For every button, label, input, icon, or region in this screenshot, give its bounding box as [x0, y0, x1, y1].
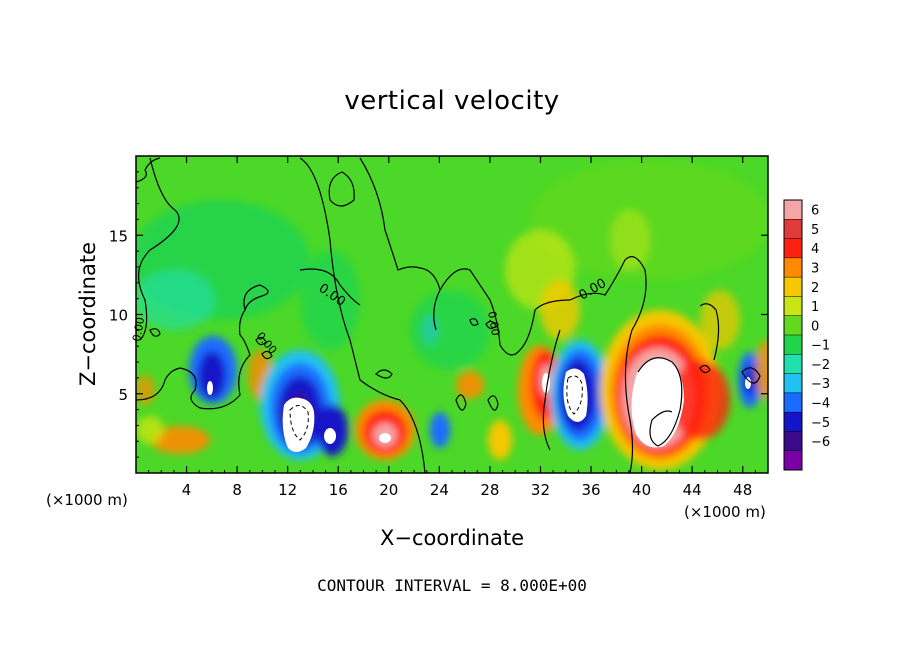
- colorbar-label: −3: [811, 377, 830, 392]
- x-tick-label: 16: [329, 481, 348, 499]
- colorbar-swatch: [784, 450, 802, 471]
- x-tick-label: 48: [733, 481, 752, 499]
- colorbar-label: −2: [811, 358, 830, 373]
- x-tick-label: 44: [683, 481, 702, 499]
- colorbar-swatch: [784, 431, 802, 452]
- x-tick-label: 28: [480, 481, 499, 499]
- y-axis-label: Z−coordinate: [76, 242, 100, 386]
- colorbar-label: 3: [811, 262, 819, 277]
- y-tick-label: 10: [109, 307, 128, 325]
- colorbar-label: −1: [811, 339, 830, 354]
- colorbar-label: 1: [811, 300, 819, 315]
- x-tick-label: 24: [430, 481, 449, 499]
- x-tick-label: 36: [581, 481, 600, 499]
- colorbar: 6 5 4 3 2 1 0 −1 −2 −3 −4 −5 −6: [783, 199, 830, 471]
- colorbar-swatch: [784, 277, 802, 297]
- extreme-zones: [207, 357, 751, 452]
- y-tick-label: 15: [109, 227, 128, 245]
- x-tick-label: 40: [632, 481, 651, 499]
- colorbar-swatch: [784, 354, 802, 375]
- colorbar-swatch: [784, 315, 802, 336]
- velocity-field: [136, 160, 768, 470]
- x-unit-label-left: (×1000 m): [46, 491, 128, 509]
- colorbar-label: 6: [811, 204, 819, 219]
- colorbar-swatch: [784, 296, 802, 317]
- contour-label: 0.00: [130, 316, 147, 342]
- colorbar-label: −4: [811, 397, 830, 412]
- zero-contours: [136, 157, 761, 473]
- x-axis-label: X−coordinate: [380, 526, 524, 550]
- colorbar-label: −6: [811, 435, 830, 450]
- y-axis-ticks: 5 10 15: [109, 171, 768, 458]
- colorbar-label: −5: [811, 416, 830, 431]
- colorbar-swatch: [784, 200, 802, 220]
- contour-interval-note: CONTOUR INTERVAL = 8.000E+00: [317, 576, 587, 595]
- contour-label: 0.00: [485, 310, 502, 336]
- colorbar-label: 2: [811, 281, 819, 296]
- colorbar-swatch: [784, 238, 802, 259]
- x-tick-label: 20: [379, 481, 398, 499]
- chart-title: vertical velocity: [344, 86, 560, 116]
- colorbar-label: 5: [811, 223, 819, 238]
- colorbar-swatch: [784, 257, 802, 278]
- colorbar-label: 0: [811, 319, 819, 334]
- y-tick-label: 5: [118, 386, 128, 404]
- colorbar-swatch: [784, 412, 802, 432]
- colorbar-label: 4: [811, 242, 819, 257]
- x-tick-label: 12: [278, 481, 297, 499]
- colorbar-swatch: [784, 219, 802, 240]
- x-axis-ticks: 4 8 12 16 20 24 28 32 36 40 44 48: [148, 156, 756, 499]
- colorbar-swatch: [784, 335, 802, 355]
- x-tick-label: 8: [232, 481, 242, 499]
- x-tick-label: 4: [182, 481, 192, 499]
- x-tick-label: 32: [531, 481, 550, 499]
- negative-contours: [289, 375, 583, 441]
- colorbar-swatch: [784, 392, 802, 413]
- colorbar-swatch: [784, 373, 802, 394]
- x-unit-label-right: (×1000 m): [684, 503, 766, 521]
